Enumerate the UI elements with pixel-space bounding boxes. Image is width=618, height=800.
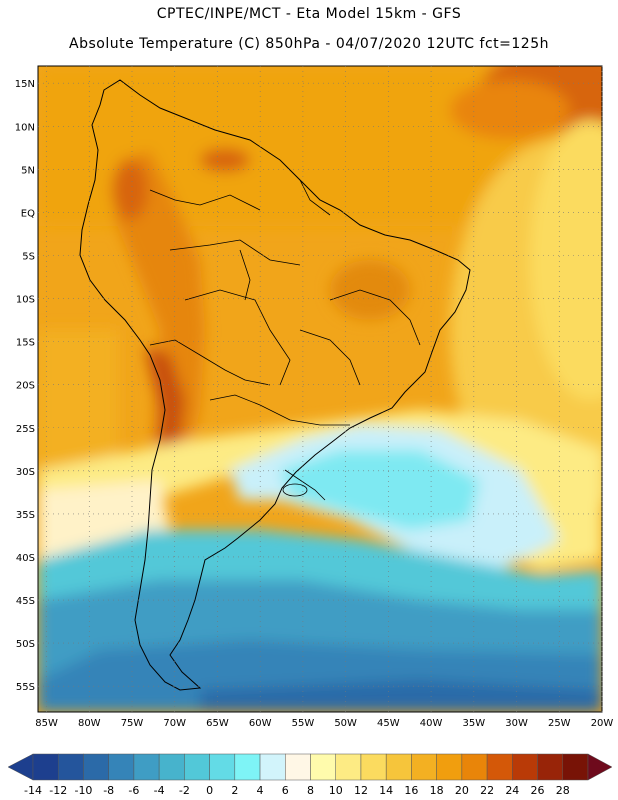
latitude-label: EQ [21, 208, 35, 219]
latitude-label: 15N [15, 79, 35, 90]
latitude-label: 40S [16, 553, 35, 564]
colorbar-label: 26 [531, 784, 545, 797]
colorbar-label: 4 [257, 784, 264, 797]
longitude-label: 55W [292, 718, 315, 729]
colorbar-label: 22 [480, 784, 494, 797]
latitude-label: 35S [16, 510, 35, 521]
colorbar-arrow-high [587, 753, 613, 781]
map-frame [37, 65, 603, 713]
colorbar-label: -2 [179, 784, 190, 797]
latitude-label: 55S [16, 682, 35, 693]
latitude-labels: 15N 10N 5N EQ 5S 10S 15S 20S 25S 30S 35S 40S 45S 50S 5… [15, 79, 35, 693]
colorbar-label: -10 [74, 784, 92, 797]
colorbar-swatch [57, 753, 84, 781]
colorbar-swatch [32, 753, 59, 781]
longitude-label: 35W [463, 718, 486, 729]
colorbar-arrow-low [7, 753, 34, 781]
colorbar-swatch [133, 753, 160, 781]
lagoon-marker [282, 483, 308, 497]
longitude-label: 25W [548, 718, 571, 729]
colorbar-label: -6 [128, 784, 139, 797]
longitude-labels: 85W 80W 75W 70W 65W 60W 55W 50W 45W 40W 35W 30W 25W 2… [35, 718, 613, 729]
longitude-label: 85W [35, 718, 58, 729]
colorbar-label: 14 [379, 784, 393, 797]
temperature-field [38, 66, 602, 712]
country-borders [149, 179, 421, 501]
south-america-coastline [79, 79, 471, 691]
latitude-label: 25S [16, 424, 35, 435]
latitude-label: 15S [16, 338, 35, 349]
colorbar-swatch [209, 753, 236, 781]
latitude-label: 10S [16, 295, 35, 306]
colorbar-label: 2 [231, 784, 238, 797]
colorbar-label: 18 [430, 784, 444, 797]
colorbar-swatch [310, 753, 336, 781]
colorbar-label: -4 [154, 784, 165, 797]
longitude-label: 70W [163, 718, 186, 729]
colorbar-swatch [234, 753, 261, 781]
longitude-label: 45W [377, 718, 400, 729]
colorbar-label: -8 [103, 784, 114, 797]
colorbar-swatch [83, 753, 109, 781]
colorbar-swatch [360, 753, 387, 781]
colorbar-swatch [411, 753, 437, 781]
graticule [38, 66, 603, 712]
colorbar-swatch [436, 753, 463, 781]
longitude-label: 75W [121, 718, 144, 729]
colorbar-label: 12 [354, 784, 368, 797]
longitude-label: 65W [206, 718, 229, 729]
latitude-label: 10N [15, 122, 35, 133]
temperature-colorbar: -14 -12 -10 -8 -6 -4 -2 0 2 4 6 8 10 12 14 16 18 20 22 24 26… [7, 753, 613, 797]
colorbar-swatch [259, 753, 286, 781]
colorbar-label: 6 [282, 784, 289, 797]
colorbar-swatch [385, 753, 412, 781]
colorbar-label: 10 [329, 784, 343, 797]
colorbar-swatch [335, 753, 362, 781]
colorbar-label: 0 [206, 784, 213, 797]
latitude-label: 5S [22, 251, 35, 262]
latitude-label: 5N [21, 165, 35, 176]
colorbar-label: 24 [505, 784, 519, 797]
colorbar-swatch [461, 753, 488, 781]
latitude-label: 50S [16, 639, 35, 650]
colorbar-label: 28 [556, 784, 570, 797]
longitude-label: 50W [334, 718, 357, 729]
longitude-label: 80W [78, 718, 101, 729]
latitude-label: 20S [16, 381, 35, 392]
colorbar-label: -12 [49, 784, 67, 797]
colorbar-label: 20 [455, 784, 469, 797]
colorbar-swatch [158, 753, 185, 781]
map-title-field: Absolute Temperature (C) 850hPa - 04/07/… [69, 36, 549, 52]
colorbar-swatch [512, 753, 538, 781]
colorbar-swatch [486, 753, 513, 781]
colorbar-swatch [184, 753, 210, 781]
colorbar-swatch [562, 753, 589, 781]
longitude-label: 20W [591, 718, 614, 729]
colorbar-swatch [108, 753, 135, 781]
colorbar-swatch [537, 753, 564, 781]
colorbar-label: 16 [404, 784, 418, 797]
map-title-model: CPTEC/INPE/MCT - Eta Model 15km - GFS [156, 6, 462, 22]
longitude-label: 40W [420, 718, 443, 729]
colorbar-swatch [285, 753, 311, 781]
latitude-label: 45S [16, 596, 35, 607]
colorbar-label: 8 [307, 784, 314, 797]
colorbar-label: -14 [24, 784, 42, 797]
longitude-label: 30W [505, 718, 528, 729]
longitude-label: 60W [249, 718, 272, 729]
latitude-label: 30S [16, 467, 35, 478]
